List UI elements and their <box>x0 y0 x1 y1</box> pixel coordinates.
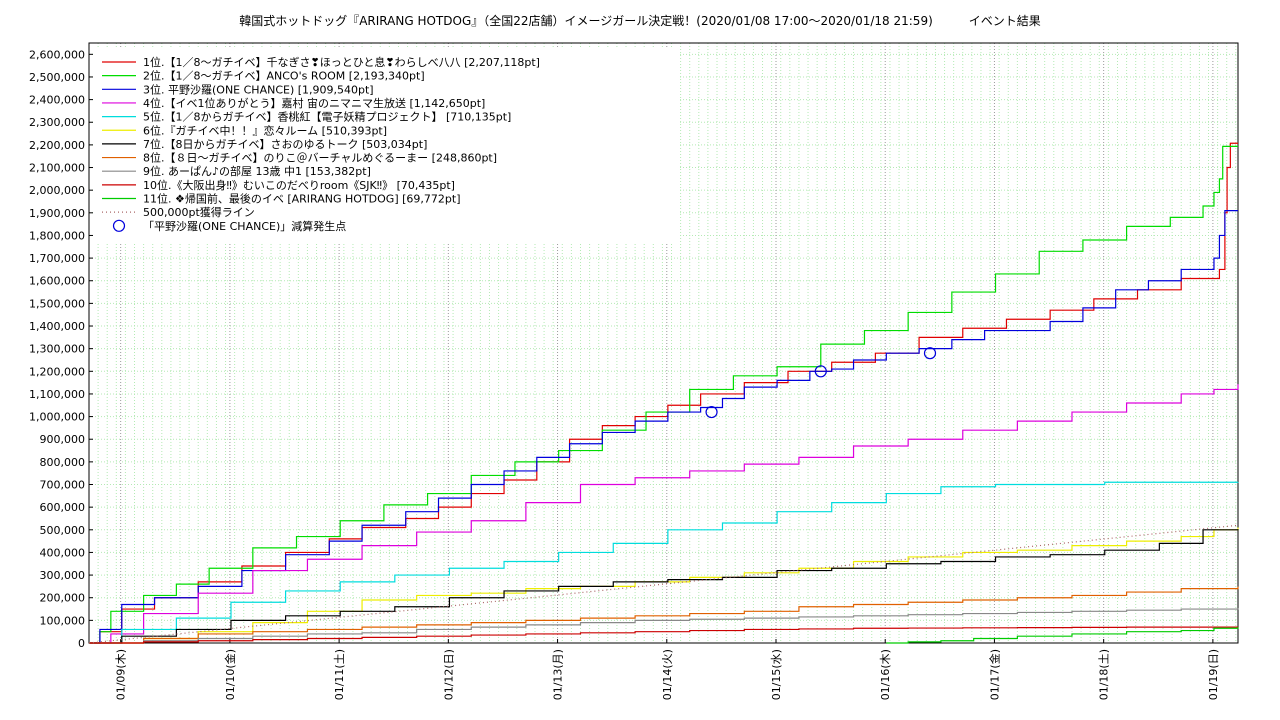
legend-label: 2位.【1／8〜ガチイベ】ANCO's ROOM [2,193,340pt] <box>143 69 425 83</box>
y-tick-label: 200,000 <box>40 592 86 605</box>
x-tick-label: 01/09(木) <box>115 649 128 700</box>
legend-marker-swatch <box>112 219 126 232</box>
y-tick-label: 2,000,000 <box>29 184 85 197</box>
series-line-6 <box>89 527 1239 644</box>
deduction-marker <box>705 405 718 419</box>
y-tick-label: 1,600,000 <box>29 275 85 288</box>
legend: 1位.【1／8〜ガチイベ】千なぎさ❣ほっとひと息❣わらしべ八八 [2,207,1… <box>93 47 679 243</box>
chart-title: 韓国式ホットドッグ『ARIRANG HOTDOG』（全国22店舗）イメージガール… <box>239 14 1041 28</box>
deduction-marker <box>814 365 827 378</box>
y-tick-label: 2,600,000 <box>29 48 85 61</box>
series-line-11 <box>886 627 1239 644</box>
legend-box <box>93 47 679 243</box>
axes: 0 100,000 200,000 300,000 400,000 500,000 600,… <box>29 42 1239 700</box>
y-tick-label: 1,800,000 <box>29 229 85 242</box>
y-tick-label: 2,400,000 <box>29 94 85 107</box>
legend-label: 7位.【8日からガチイベ】さおのゆるトーク [503,034pt] <box>143 137 427 151</box>
y-tick-label: 1,000,000 <box>29 411 85 424</box>
y-tick-label: 1,400,000 <box>29 320 85 333</box>
y-tick-label: 600,000 <box>40 501 86 514</box>
series-lines <box>88 142 1239 644</box>
legend-label: 3位. 平野沙羅(ONE CHANCE) [1,909,540pt] <box>143 82 374 96</box>
x-tick-label: 01/11(土) <box>333 649 346 700</box>
series-line-10 <box>89 626 1239 644</box>
y-tick-label: 1,200,000 <box>29 365 85 378</box>
series-line-9 <box>89 608 1239 644</box>
x-tick-label: 01/12(日) <box>442 649 455 700</box>
series-line-3 <box>89 210 1238 644</box>
legend-label: 1位.【1／8〜ガチイベ】千なぎさ❣ほっとひと息❣わらしべ八八 [2,207,1… <box>143 55 540 69</box>
legend-label: 4位.【イベ1位ありがとう】嘉村 宙のニマニマ生放送 [1,142,650pt] <box>143 96 485 110</box>
y-tick-label: 2,500,000 <box>29 71 85 84</box>
plot-frame <box>88 42 1239 644</box>
x-tick-label: 01/13(月) <box>552 649 565 700</box>
legend-label: 500,000pt獲得ライン <box>143 206 255 219</box>
x-tick-label: 01/15(水) <box>770 649 783 700</box>
legend-label: 6位.『ガチイベ中！！』恋々ルーム [510,393pt] <box>143 123 387 137</box>
y-tick-label: 300,000 <box>40 569 86 582</box>
deduction-markers <box>705 347 937 419</box>
series-line-8 <box>89 586 1239 644</box>
y-tick-label: 1,100,000 <box>29 388 85 401</box>
y-tick-label: 900,000 <box>40 433 86 446</box>
deduction-marker <box>923 347 937 360</box>
y-tick-label: 100,000 <box>40 614 86 627</box>
x-tick-label: 01/16(木) <box>879 649 892 700</box>
legend-label: 9位. あーぱん♪の部屋 13歳 中1 [153,382pt] <box>143 164 371 178</box>
y-tick-label: 2,300,000 <box>29 116 85 129</box>
x-tick-label: 01/14(火) <box>661 649 674 700</box>
series-line-12 <box>88 524 1239 644</box>
legend-label: 5位.【1／8からガチイベ】香桃紅【電子妖精プロジェクト】 [710,135pt… <box>143 110 511 124</box>
x-tick-label: 01/17(金) <box>987 649 1001 700</box>
y-tick-label: 1,900,000 <box>29 207 85 220</box>
y-tick-label: 2,200,000 <box>29 139 85 152</box>
y-tick-label: 500,000 <box>40 524 86 537</box>
series-line-2 <box>89 145 1238 644</box>
legend-label: 「平野沙羅(ONE CHANCE)」減算発生点 <box>143 219 346 233</box>
y-tick-label: 0 <box>78 637 85 650</box>
y-tick-label: 1,700,000 <box>29 252 85 265</box>
y-tick-label: 400,000 <box>40 546 86 559</box>
y-tick-label: 700,000 <box>40 479 86 492</box>
legend-label: 11位. ❖帰国前、最後のイベ [ARIRANG HOTDOG] [69,772… <box>143 192 460 206</box>
y-tick-label: 2,100,000 <box>29 162 85 175</box>
legend-label: 10位.《大阪出身‼》むいこのだべりroom《SJK‼》 [70,435pt] <box>143 178 455 192</box>
x-tick-label: 01/10(金) <box>223 649 237 700</box>
legend-label: 8位.【８日〜ガチイベ】のりこ＠バーチャルめぐるーまー [248,860pt] <box>143 151 497 165</box>
series-line-4 <box>89 384 1239 644</box>
y-tick-label: 800,000 <box>40 456 86 469</box>
x-tick-label: 01/19(日) <box>1207 649 1220 700</box>
y-tick-label: 1,300,000 <box>29 343 85 356</box>
series-line-5 <box>89 481 1239 644</box>
series-line-7 <box>89 529 1239 644</box>
x-tick-label: 01/18(土) <box>1098 649 1111 700</box>
y-tick-label: 1,500,000 <box>29 297 85 310</box>
